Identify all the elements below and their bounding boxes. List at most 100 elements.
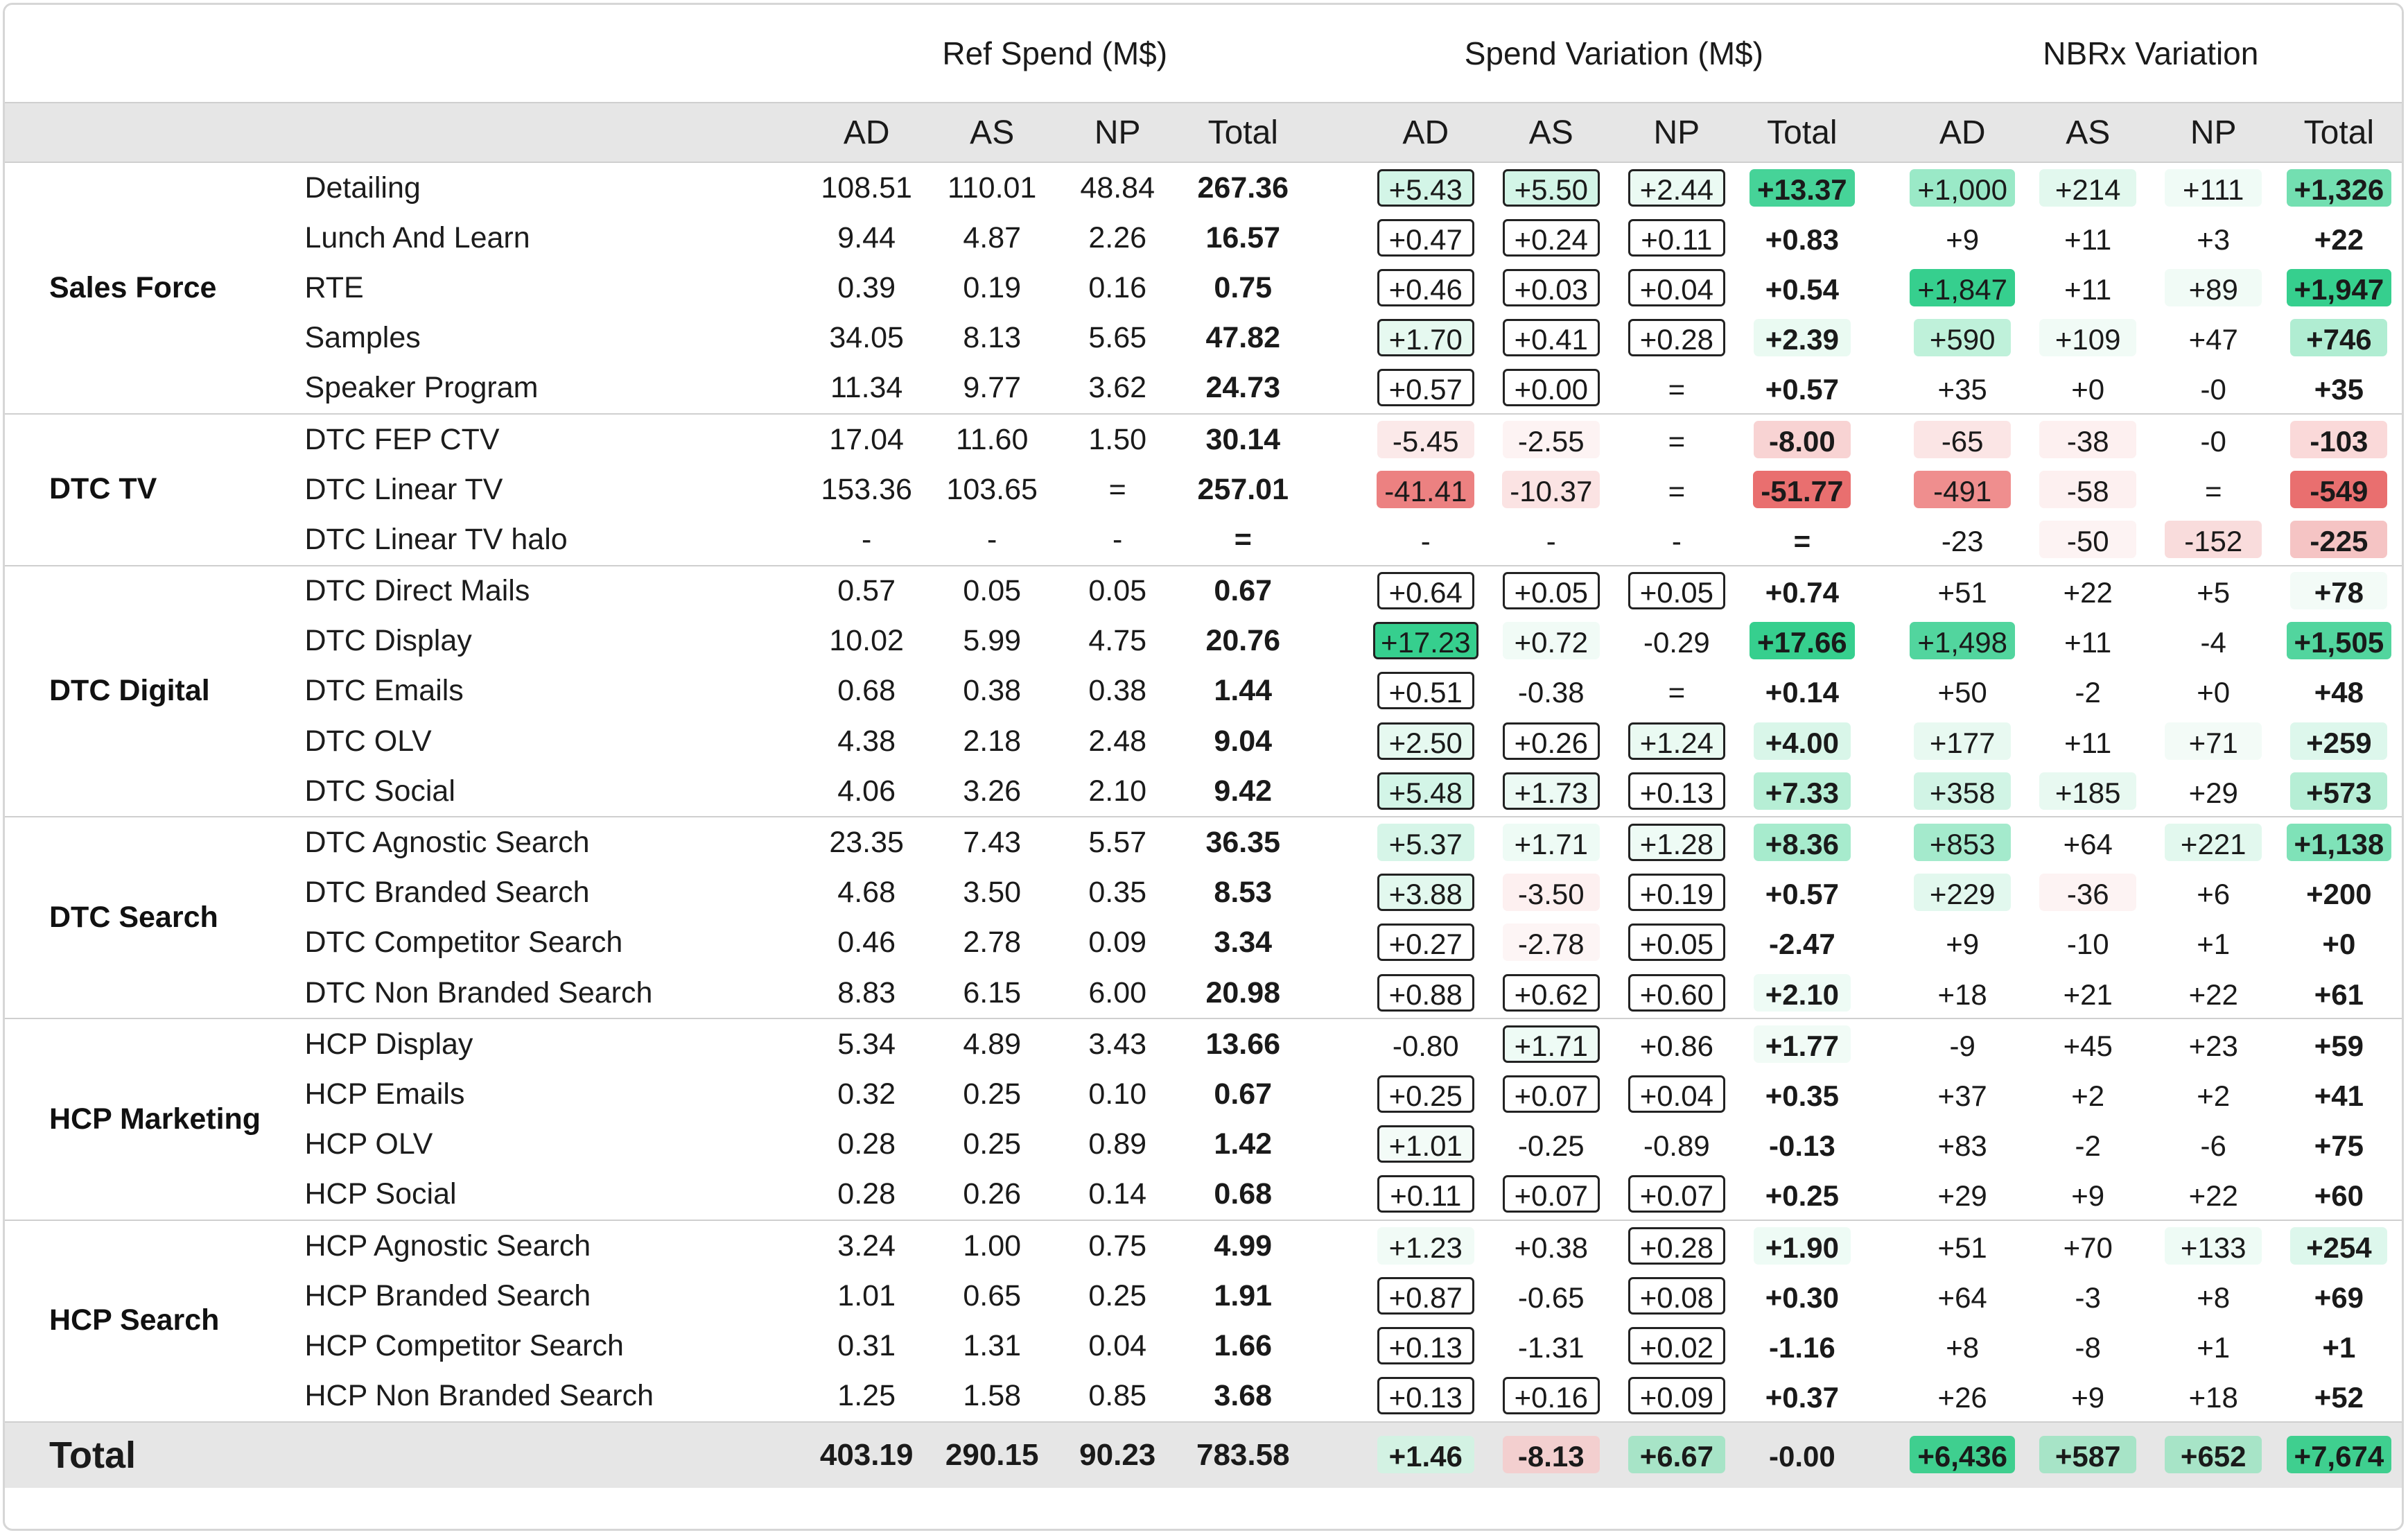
nbrx-variation-as-value: +70 <box>2039 1226 2137 1265</box>
ref-spend-np-cell: 48.84 <box>1054 161 1180 214</box>
ref-spend-ad-cell: 0.32 <box>837 1077 896 1111</box>
channel-name: HCP Non Branded Search <box>304 1379 654 1413</box>
column-gap <box>1865 1170 1899 1220</box>
spend-variation-ad-cell: -41.41 <box>1363 465 1488 514</box>
ref-spend-as-cell: 0.38 <box>963 674 1022 708</box>
nbrx-variation-total-value: -225 <box>2290 520 2388 558</box>
nbrx-variation-as-value: -38 <box>2039 420 2137 458</box>
spend-variation-total-value: +2.39 <box>1753 319 1851 357</box>
nbrx-variation-ad-value: +9 <box>1914 923 2012 962</box>
column-gap <box>1306 968 1363 1018</box>
ref-spend-as-cell: - <box>987 522 997 556</box>
nbrx-variation-np-value: +23 <box>2165 1025 2262 1063</box>
nbrx-variation-as-value: +109 <box>2039 319 2137 357</box>
nbrx-variation-ad-cell: +35 <box>1900 363 2025 414</box>
nbrx-variation-total-value: +1,326 <box>2286 168 2392 207</box>
ref-spend-as-cell: 1.58 <box>963 1379 1022 1413</box>
column-gap <box>1865 666 1899 716</box>
nbrx-variation-as-value: +22 <box>2039 572 2137 610</box>
ref-spend-ad-cell: 5.34 <box>803 1018 930 1070</box>
table-row: HCP Emails 0.32 0.25 0.10 0.67 +0.25 +0.07 +0.0… <box>5 1069 2402 1119</box>
nbrx-variation-total-value: +259 <box>2290 722 2388 760</box>
nbrx-variation-np-cell: -0 <box>2151 363 2276 414</box>
spend-variation-np-cell: +0.05 <box>1614 564 1740 616</box>
nbrx-variation-total-value: +75 <box>2290 1125 2388 1163</box>
nbrx-variation-ad-value: -65 <box>1914 420 2012 458</box>
spend-variation-np-cell: +0.28 <box>1614 1219 1740 1272</box>
spend-variation-np-cell: +0.07 <box>1614 1170 1739 1220</box>
nbrx-variation-ad-cell: +51 <box>1899 564 2025 616</box>
column-gap <box>1305 161 1363 214</box>
channel-name: DTC Social <box>304 774 455 808</box>
spend-variation-np-cell: = <box>1614 666 1739 716</box>
spend-variation-np-cell: +0.86 <box>1614 1018 1740 1070</box>
spend-variation-as-cell: +0.05 <box>1488 564 1614 616</box>
total-spend-variation-np-cell: +6.67 <box>1614 1421 1740 1488</box>
spend-variation-ad-value: +0.88 <box>1377 973 1474 1012</box>
spend-variation-total-value: +0.54 <box>1753 268 1851 306</box>
channel-variation-table: Ref Spend (M$) Spend Variation (M$) NBRx… <box>5 5 2402 1488</box>
nbrx-variation-as-value: +11 <box>2039 268 2137 306</box>
nbrx-variation-total-cell: -225 <box>2276 514 2402 565</box>
table-row: HCP OLV 0.28 0.25 0.89 1.42 +1.01 -0.25 -0.89 -0… <box>5 1120 2402 1170</box>
header-gap <box>1865 102 1900 163</box>
nbrx-variation-as-cell: +11 <box>2025 213 2151 263</box>
ref-spend-ad-cell: 1.01 <box>837 1278 896 1312</box>
nbrx-variation-ad-value: +1,498 <box>1910 622 2015 660</box>
nbrx-variation-as-value: -2 <box>2039 1125 2137 1163</box>
column-gap <box>1865 1018 1900 1070</box>
spend-variation-np-value: +2.44 <box>1628 168 1725 207</box>
nbrx-variation-ad-cell: +8 <box>1900 1321 2025 1371</box>
nbrx-variation-total-value: +254 <box>2290 1226 2388 1265</box>
ref-spend-ad-cell: 8.83 <box>837 975 896 1009</box>
nbrx-variation-np-cell: +22 <box>2151 968 2276 1018</box>
spend-variation-np-value: +0.05 <box>1628 923 1725 962</box>
spend-variation-total-cell: = <box>1739 514 1865 565</box>
ref-spend-as-cell: 4.87 <box>963 220 1022 254</box>
spend-variation-total-value: +13.37 <box>1750 168 1855 207</box>
nbrx-variation-as-cell: +9 <box>2025 1371 2151 1422</box>
nbrx-variation-as-cell: +45 <box>2025 1018 2151 1070</box>
total-nbrx-variation-np-value: +652 <box>2165 1436 2262 1474</box>
spend-variation-np-value: +0.19 <box>1628 874 1725 912</box>
nbrx-variation-ad-cell: +51 <box>1899 1219 2025 1272</box>
nbrx-variation-as-cell: +70 <box>2025 1219 2151 1272</box>
ref-spend-total-cell: 1.91 <box>1214 1278 1273 1312</box>
section-label: DTC Search <box>5 816 302 1019</box>
table-row: DTC Non Branded Search 8.83 6.15 6.00 20.98 +… <box>5 968 2402 1018</box>
nbrx-variation-np-value: +18 <box>2165 1377 2262 1415</box>
nbrx-variation-ad-cell: +26 <box>1900 1371 2025 1422</box>
column-gap <box>1306 1371 1363 1422</box>
header-gap <box>1305 5 1363 103</box>
header-spacer <box>5 5 804 103</box>
nbrx-variation-as-value: +21 <box>2039 973 2137 1012</box>
ref-spend-total-cell: 0.75 <box>1214 270 1273 304</box>
nbrx-variation-np-value: = <box>2165 470 2262 508</box>
spend-variation-np-cell: = <box>1614 465 1739 514</box>
column-gap <box>1306 514 1363 565</box>
spend-variation-np-value: +0.08 <box>1628 1276 1725 1315</box>
ref-spend-as-cell: 7.43 <box>929 816 1055 868</box>
spend-variation-total-cell: +1.77 <box>1739 1018 1865 1070</box>
nbrx-variation-np-cell: -152 <box>2151 514 2276 565</box>
channel-name: Lunch And Learn <box>304 220 530 254</box>
spend-variation-total-value: -8.00 <box>1753 420 1851 458</box>
ref-spend-as-cell: 2.78 <box>963 926 1022 960</box>
spend-variation-ad-cell: +0.87 <box>1363 1271 1488 1321</box>
total-nbrx-variation-as-value: +587 <box>2039 1436 2137 1474</box>
table-row: HCP Marketing HCP Display 5.34 4.89 3.43 13.6… <box>5 1018 2402 1220</box>
table-row: Sales Force Detailing 108.51 110.01 48.84 267… <box>5 161 2402 414</box>
table-row: DTC Search DTC Agnostic Search 23.35 7.43 5.… <box>5 816 2402 1019</box>
nbrx-variation-np-cell: +1 <box>2151 1321 2276 1371</box>
spend-variation-as-value: +0.38 <box>1502 1226 1600 1265</box>
column-gap <box>1306 363 1363 414</box>
column-gap <box>1306 465 1363 514</box>
spend-variation-total-value: +0.74 <box>1753 572 1851 610</box>
nbrx-variation-as-value: +45 <box>2039 1025 2137 1063</box>
spend-variation-np-value: +1.24 <box>1628 722 1725 760</box>
channel-name: DTC Non Branded Search <box>304 975 653 1009</box>
nbrx-variation-total-value: +41 <box>2290 1075 2388 1113</box>
nbrx-variation-ad-cell: +590 <box>1900 313 2025 363</box>
spend-variation-np-value: = <box>1628 470 1725 508</box>
total-nbrx-variation-total-value: +7,674 <box>2286 1436 2392 1474</box>
